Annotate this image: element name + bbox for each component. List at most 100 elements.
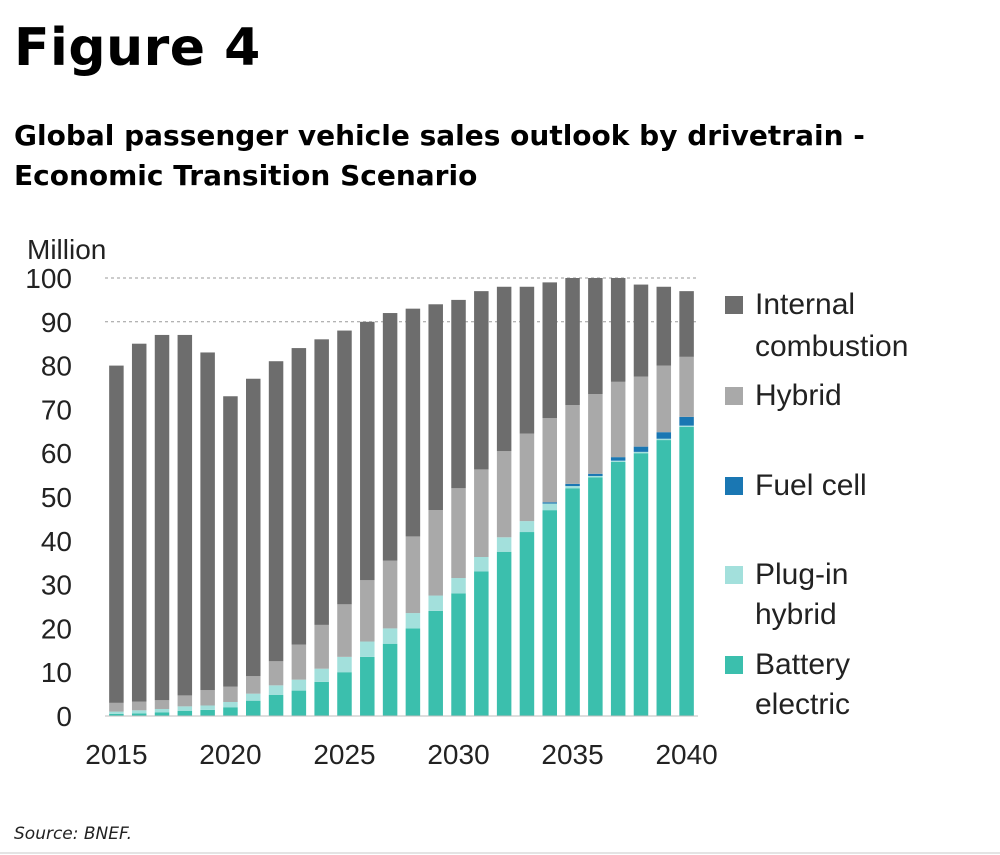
bar-plug_in_hybrid-2028 xyxy=(405,613,421,629)
y-tick-label-70: 70 xyxy=(41,394,72,425)
bar-stack-2031 xyxy=(474,291,489,716)
bar-stack-2022 xyxy=(268,361,284,716)
bar-battery_electric-2026 xyxy=(360,656,375,716)
bar-internal_combustion-2026 xyxy=(360,321,375,581)
bar-plug_in_hybrid-2018 xyxy=(177,706,193,711)
bar-battery_electric-2028 xyxy=(405,628,421,716)
y-tick-label-50: 50 xyxy=(41,482,72,513)
x-tick-label-2015: 2015 xyxy=(85,739,147,770)
bar-battery_electric-2030 xyxy=(451,593,466,716)
x-tick-label-2040: 2040 xyxy=(655,739,717,770)
bar-plug_in_hybrid-2019 xyxy=(200,705,215,710)
bar-hybrid-2036 xyxy=(588,394,603,474)
y-tick-label-60: 60 xyxy=(41,438,72,469)
bar-internal_combustion-2039 xyxy=(656,286,672,366)
bar-hybrid-2018 xyxy=(177,695,193,707)
bar-stack-2023 xyxy=(291,348,307,716)
bar-internal_combustion-2034 xyxy=(542,282,557,419)
bar-hybrid-2016 xyxy=(131,701,147,711)
legend-swatch-battery_electric xyxy=(725,656,743,674)
bar-plug_in_hybrid-2038 xyxy=(633,451,649,454)
bar-battery_electric-2040 xyxy=(679,426,694,716)
legend: Internal combustion Hybrid Fuel cell Plug-in… xyxy=(725,288,908,721)
bar-fuel_cell-2038 xyxy=(633,446,649,452)
bar-battery_electric-2029 xyxy=(428,610,443,716)
bar-hybrid-2020 xyxy=(223,686,238,702)
bar-hybrid-2035 xyxy=(565,405,580,484)
legend-label-hybrid: Hybrid xyxy=(755,379,842,412)
y-tick-label-0: 0 xyxy=(56,701,72,732)
bar-battery_electric-2032 xyxy=(496,551,512,716)
bar-stack-2019 xyxy=(200,352,215,716)
bar-stack-2025 xyxy=(337,330,352,716)
x-axis: 2015 2020 2025 2030 2035 2040 xyxy=(85,715,718,770)
bar-fuel_cell-2036 xyxy=(588,473,603,476)
bar-plug_in_hybrid-2022 xyxy=(268,685,284,695)
bar-plug_in_hybrid-2025 xyxy=(337,656,352,673)
bar-stack-2018 xyxy=(177,334,193,716)
bar-stack-2024 xyxy=(314,339,329,716)
legend-label-plug_in_hybrid: Plug-in hybrid xyxy=(755,558,848,631)
bar-internal_combustion-2032 xyxy=(496,286,512,452)
bar-internal_combustion-2029 xyxy=(428,304,443,511)
bar-stack-2030 xyxy=(451,299,466,716)
bar-internal_combustion-2037 xyxy=(610,278,626,382)
bar-battery_electric-2025 xyxy=(337,672,352,716)
legend-item-internal_combustion: Internal combustion xyxy=(725,288,908,363)
bar-hybrid-2019 xyxy=(200,690,215,706)
chart-title: Global passenger vehicle sales outlook b… xyxy=(14,116,984,196)
y-axis: 0 10 20 30 40 50 60 70 80 90 100 xyxy=(25,263,72,732)
bar-plug_in_hybrid-2017 xyxy=(154,708,170,713)
bar-plug_in_hybrid-2027 xyxy=(382,628,398,644)
y-tick-label-10: 10 xyxy=(41,657,72,688)
bar-battery_electric-2021 xyxy=(246,700,261,716)
bar-internal_combustion-2038 xyxy=(633,284,649,377)
y-tick-label-40: 40 xyxy=(41,526,72,557)
bar-fuel_cell-2040 xyxy=(679,416,694,426)
bar-stack-2026 xyxy=(360,321,375,716)
bar-plug_in_hybrid-2040 xyxy=(679,425,694,427)
bar-stack-2035 xyxy=(565,278,580,716)
bar-internal_combustion-2020 xyxy=(223,396,238,687)
bar-fuel_cell-2039 xyxy=(656,432,672,439)
bar-internal_combustion-2025 xyxy=(337,330,352,605)
bar-stack-2039 xyxy=(656,286,672,716)
bar-plug_in_hybrid-2036 xyxy=(588,475,603,478)
bar-stack-2040 xyxy=(679,291,694,716)
bar-battery_electric-2023 xyxy=(291,690,307,716)
bar-battery_electric-2035 xyxy=(565,488,580,716)
bar-internal_combustion-2028 xyxy=(405,308,421,537)
bar-battery_electric-2017 xyxy=(154,712,170,716)
bar-internal_combustion-2024 xyxy=(314,339,329,625)
x-tick-label-2025: 2025 xyxy=(313,739,375,770)
bar-battery_electric-2034 xyxy=(542,510,557,716)
bar-hybrid-2037 xyxy=(610,381,626,458)
chart-title-line-1: Global passenger vehicle sales outlook b… xyxy=(14,119,865,152)
bar-hybrid-2034 xyxy=(542,418,557,503)
legend-item-battery_electric: Battery electric xyxy=(725,648,850,721)
bar-hybrid-2024 xyxy=(314,624,329,669)
bar-internal_combustion-2027 xyxy=(382,313,398,561)
bar-stack-2015 xyxy=(109,365,124,716)
bar-fuel_cell-2037 xyxy=(610,457,626,461)
bar-battery_electric-2018 xyxy=(177,710,193,716)
bar-hybrid-2027 xyxy=(382,560,398,629)
bar-plug_in_hybrid-2015 xyxy=(109,711,124,714)
bar-battery_electric-2027 xyxy=(382,643,398,716)
bar-internal_combustion-2023 xyxy=(291,348,307,645)
legend-swatch-plug_in_hybrid xyxy=(725,566,743,584)
bar-plug_in_hybrid-2020 xyxy=(223,701,238,708)
bar-battery_electric-2019 xyxy=(200,709,215,716)
x-tick-label-2035: 2035 xyxy=(541,739,603,770)
y-tick-label-80: 80 xyxy=(41,351,72,382)
bar-stack-2021 xyxy=(246,378,261,716)
bar-fuel_cell-2035 xyxy=(565,483,580,487)
bar-battery_electric-2039 xyxy=(656,440,672,716)
legend-label-fuel_cell: Fuel cell xyxy=(755,469,867,502)
bar-battery_electric-2015 xyxy=(109,713,124,716)
bar-battery_electric-2031 xyxy=(474,571,489,716)
bar-fuel_cell-2034 xyxy=(542,502,557,504)
bar-hybrid-2038 xyxy=(633,376,649,447)
legend-swatch-fuel_cell xyxy=(725,477,743,495)
